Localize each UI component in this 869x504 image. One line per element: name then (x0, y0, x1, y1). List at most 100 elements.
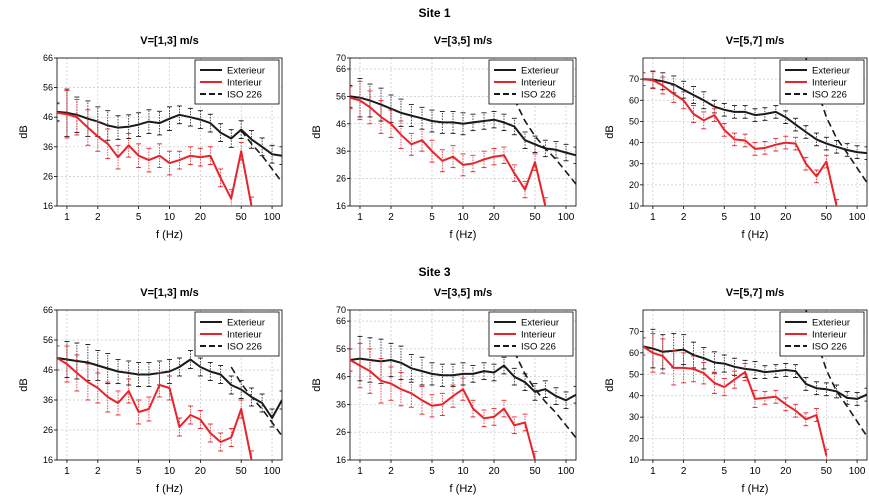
y-tick-label: 20 (629, 434, 639, 444)
error-bar-exterieur (752, 360, 758, 380)
error-bar-exterieur (511, 117, 517, 136)
error-bar-interieur (501, 399, 507, 418)
y-tick-label: 16 (336, 455, 346, 465)
error-bar-exterieur (481, 112, 487, 130)
error-bar-interieur (157, 372, 163, 398)
error-bar-exterieur (563, 143, 569, 162)
error-bar-interieur (357, 80, 363, 121)
error-bar-exterieur (429, 362, 435, 386)
x-tick-label: 2 (95, 212, 101, 223)
x-tick-label: 1 (357, 466, 363, 477)
error-bar-interieur (701, 111, 707, 130)
x-tick-label: 50 (821, 212, 833, 223)
series-line-iso (805, 310, 867, 437)
y-tick-label: 66 (336, 64, 346, 74)
error-bar-exterieur (419, 356, 425, 386)
error-bar-interieur (470, 154, 476, 173)
error-bar-interieur (732, 132, 738, 147)
error-bar-exterieur (228, 129, 234, 148)
error-bar-interieur (439, 392, 445, 417)
error-bar-exterieur (511, 367, 517, 386)
x-tick-label: 10 (164, 212, 176, 223)
legend-label-interieur: Interieur (812, 330, 847, 341)
series-layer (350, 335, 576, 460)
site1-title: Site 1 (418, 6, 451, 20)
error-bar-exterieur (228, 375, 234, 395)
legend-label-interieur: Interieur (521, 78, 556, 89)
error-bar-exterieur (844, 143, 850, 157)
error-bar-interieur (378, 100, 384, 134)
error-bar-interieur (197, 147, 203, 167)
error-bar-interieur (783, 135, 789, 150)
error-bar-interieur (419, 128, 425, 152)
y-tick-label: 26 (336, 427, 346, 437)
error-bar-interieur (136, 399, 142, 425)
x-tick-label: 50 (529, 212, 541, 223)
error-bar-interieur (218, 168, 224, 188)
error-bar-interieur (64, 90, 70, 139)
chart-title: V=[5,7] m/s (726, 287, 784, 299)
x-axis-label: f (Hz) (742, 483, 769, 495)
x-axis-label: f (Hz) (156, 229, 183, 241)
error-bar-interieur (187, 146, 193, 166)
error-bar-interieur (721, 123, 727, 137)
x-tick-label: 20 (488, 212, 500, 223)
error-bar-interieur (126, 133, 132, 158)
x-tick-label: 1 (650, 466, 656, 477)
error-bar-interieur (176, 417, 182, 437)
chart-panel-6: 1 2 5 10 20 50 100 10 20 30 40 50 60 70 V=[5,7] m/s f (… (604, 287, 868, 495)
x-tick-label: 50 (236, 212, 248, 223)
error-bar-interieur (57, 345, 60, 371)
error-bar-interieur (711, 108, 717, 122)
error-bar-interieur (238, 141, 244, 161)
y-tick-label: 26 (336, 174, 346, 184)
error-bar-exterieur (532, 383, 538, 401)
error-bar-interieur (95, 372, 101, 404)
y-tick-label: 36 (43, 142, 53, 152)
error-bar-exterieur (501, 113, 507, 132)
error-bar-exterieur (450, 110, 456, 134)
error-bar-interieur (542, 197, 548, 206)
legend-label-interieur: Interieur (227, 78, 262, 89)
y-tick-label: 56 (43, 83, 53, 93)
error-bar-interieur (85, 363, 91, 401)
error-bar-interieur (721, 378, 727, 397)
error-bar-interieur (793, 136, 799, 151)
x-axis-label: f (Hz) (742, 229, 769, 241)
error-bar-exterieur (269, 144, 275, 164)
legend-label-exterieur: Exterieur (812, 318, 850, 329)
error-bar-exterieur (660, 334, 666, 370)
error-bar-interieur (146, 396, 152, 422)
error-bar-interieur (773, 389, 779, 404)
error-bar-interieur (439, 149, 445, 173)
error-bar-exterieur (238, 120, 244, 139)
x-tick-label: 100 (849, 212, 866, 223)
y-tick-label: 36 (43, 395, 53, 405)
error-bar-exterieur (439, 110, 445, 134)
error-bar-exterieur (501, 356, 507, 375)
error-bar-exterieur (813, 381, 819, 396)
error-bar-interieur (803, 412, 809, 427)
error-bar-exterieur (136, 112, 142, 137)
error-bar-interieur (207, 423, 213, 443)
error-bar-interieur (650, 71, 656, 90)
y-tick-label: 56 (336, 344, 346, 354)
error-bar-interieur (470, 399, 476, 418)
error-bar-exterieur (64, 341, 70, 378)
x-tick-label: 100 (558, 466, 575, 477)
legend-label-iso: ISO 226 (521, 342, 556, 353)
error-bar-interieur (481, 409, 487, 428)
error-bar-exterieur (681, 334, 687, 366)
error-bar-exterieur (460, 112, 466, 136)
y-tick-label: 66 (336, 316, 346, 326)
legend-label-iso: ISO 226 (521, 90, 556, 101)
error-bar-interieur (752, 389, 758, 408)
error-bar-interieur (773, 137, 779, 152)
error-bar-interieur (64, 345, 70, 383)
error-bar-exterieur (470, 113, 476, 132)
legend-label-interieur: Interieur (227, 330, 262, 341)
error-bar-exterieur (429, 109, 435, 133)
error-bar-interieur (460, 153, 466, 177)
